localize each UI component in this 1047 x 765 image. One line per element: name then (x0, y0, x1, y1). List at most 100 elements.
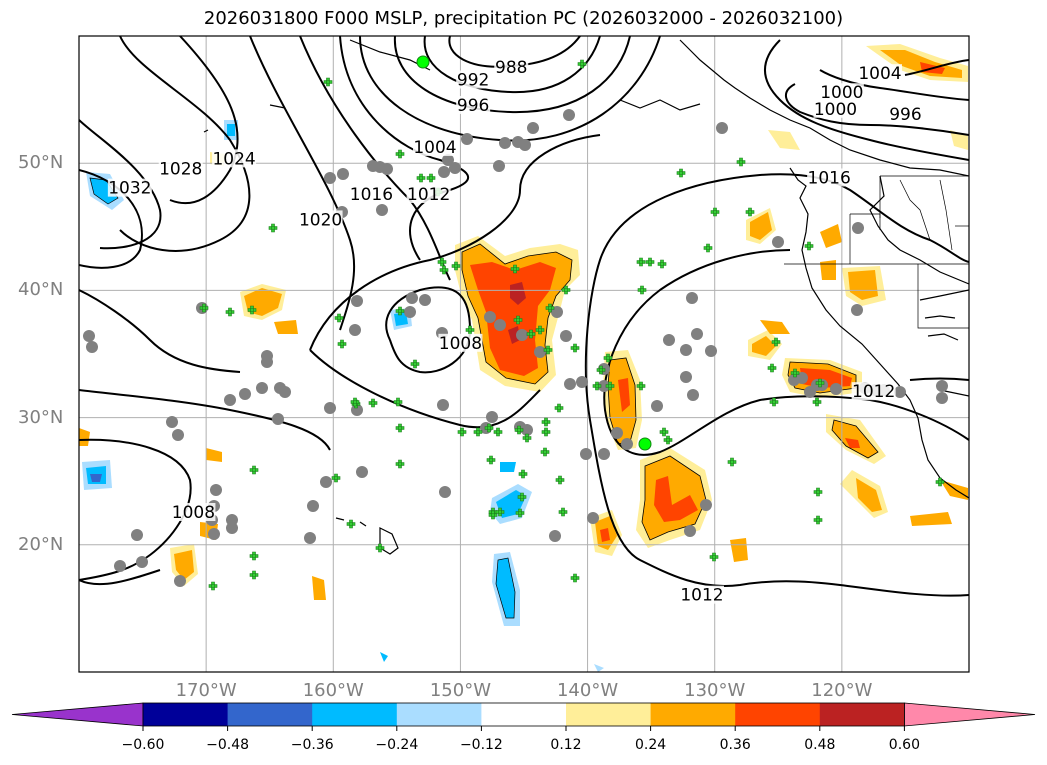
station-cross (437, 257, 447, 267)
station-circle (651, 400, 663, 412)
station-circle (324, 402, 336, 414)
station-cross (393, 397, 403, 407)
colorbar-tick-label: −0.36 (290, 737, 334, 753)
isobar-label-bg (107, 178, 152, 197)
station-cross (535, 325, 545, 335)
colorbar-segment (481, 703, 567, 726)
station-circle (560, 330, 572, 342)
station-cross (518, 469, 528, 479)
colorbar-segment (312, 703, 398, 726)
colorbar-tick-label: 0.36 (719, 737, 751, 753)
lon-tick-label: 160°W (302, 680, 364, 701)
isobar-label-bg (456, 70, 491, 89)
colorbar-segment (396, 703, 482, 726)
station-circle (549, 530, 561, 542)
colorbar-segment (650, 703, 736, 726)
station-cross (815, 378, 825, 388)
station-circle (576, 376, 588, 388)
isobar-label: 1024 (212, 149, 255, 169)
station-highlight (638, 437, 652, 451)
station-circle (486, 411, 498, 423)
station-cross (813, 487, 823, 497)
neg-outlines (89, 177, 516, 619)
station-cross (451, 261, 461, 271)
station-cross (514, 425, 524, 435)
isobar-label-bg (680, 585, 724, 604)
station-circle (172, 429, 184, 441)
isobar-label-bg (888, 104, 923, 123)
station-circle (598, 380, 610, 392)
isobar-label-bg (298, 210, 343, 229)
colorbar-tick-label: −0.60 (121, 737, 165, 753)
station-cross (540, 447, 550, 457)
isobar-label-bg (212, 149, 257, 168)
station-cross (225, 307, 235, 317)
station-cross (657, 259, 667, 269)
station-circle (894, 386, 906, 398)
station-cross (493, 427, 503, 437)
station-circle (320, 476, 332, 488)
map-frame (78, 35, 970, 673)
station-cross (486, 455, 496, 465)
station-circle (166, 416, 178, 428)
station-cross (488, 510, 498, 520)
isobar-label: 988 (495, 58, 527, 78)
isobar-labels: 988 992 996 1004 1012 1016 1020 1024 1028 1032 100… (107, 57, 923, 606)
lat-tick-label: 30°N (18, 406, 64, 428)
station-cross (570, 343, 580, 353)
station-circle (936, 380, 948, 392)
lon-tick-label: 140°W (556, 680, 619, 701)
station-circle (493, 160, 505, 172)
station-cross (334, 313, 344, 323)
station-cross (555, 475, 565, 485)
station-cross (637, 285, 647, 295)
station-cross (935, 477, 945, 487)
colorbar-segment (735, 703, 821, 726)
station-circle (611, 427, 623, 439)
station-cross (541, 417, 551, 427)
station-circle (534, 346, 546, 358)
station-circle (587, 512, 599, 524)
station-cross (247, 305, 257, 315)
lat-tick-label: 50°N (18, 152, 64, 174)
isobar-label: 1008 (439, 334, 482, 354)
station-cross (337, 339, 347, 349)
station-cross (522, 433, 532, 443)
isobar-label: 1016 (808, 168, 851, 188)
station-cross (249, 570, 259, 580)
station-circle (324, 172, 336, 184)
station-cross (515, 508, 525, 518)
station-cross (790, 368, 800, 378)
station-cross (426, 173, 436, 183)
station-cross (457, 427, 467, 437)
station-circle (442, 154, 454, 166)
station-cross (636, 257, 646, 267)
isobar-label: 1008 (172, 503, 215, 523)
station-circle (663, 334, 675, 346)
station-circle (174, 575, 186, 587)
isobar-label: 1020 (299, 210, 342, 230)
station-cross (804, 241, 814, 251)
station-circle (680, 371, 692, 383)
colorbar-tick-label: −0.48 (206, 737, 250, 753)
station-circle (852, 222, 864, 234)
station-circle (86, 341, 98, 353)
station-circle (686, 292, 698, 304)
station-cross (703, 243, 713, 253)
colorbar-segment (819, 703, 905, 726)
isobar-label: 1012 (680, 586, 723, 606)
station-circle (419, 294, 431, 306)
station-cross (268, 223, 278, 233)
station-circle (527, 122, 539, 134)
station-cross (645, 257, 655, 267)
station-circle (691, 328, 703, 340)
isobar-label-bg (851, 382, 896, 401)
station-cross (603, 353, 613, 363)
station-cross (709, 552, 719, 562)
station-circle (367, 160, 379, 172)
isobar-label-bg (438, 333, 483, 352)
station-circle (830, 383, 842, 395)
station-cross (410, 359, 420, 369)
isobar-label: 1000 (814, 100, 857, 120)
